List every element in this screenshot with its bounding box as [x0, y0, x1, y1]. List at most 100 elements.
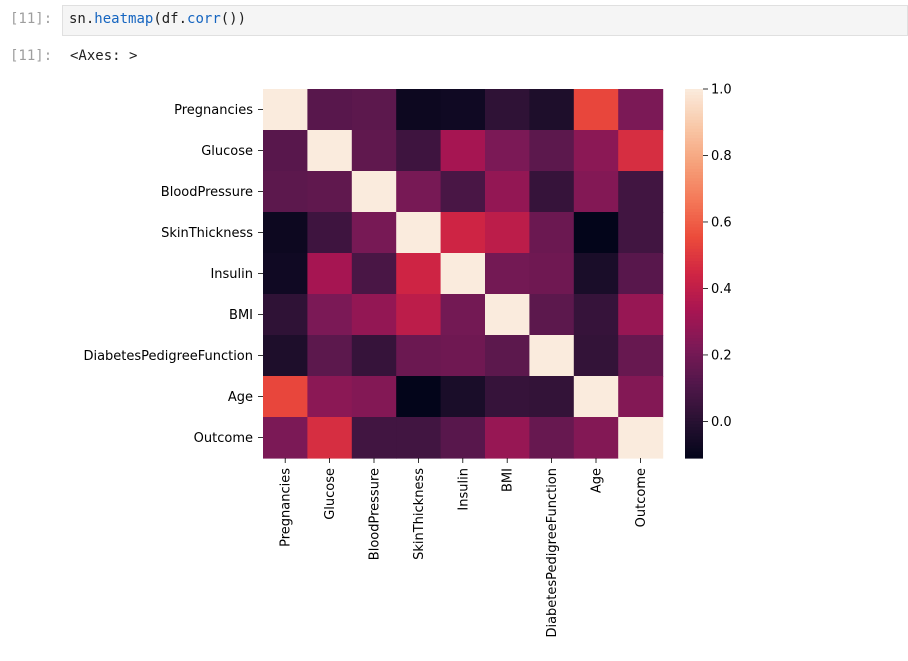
code-token: ()) [220, 11, 247, 27]
y-tick-label: DiabetesPedigreeFunction [83, 349, 253, 364]
x-tick-label: Insulin [456, 468, 471, 511]
colorbar-segment [685, 230, 703, 235]
colorbar-segment [685, 341, 703, 345]
colorbar-segment [685, 270, 703, 275]
heatmap-cell [485, 417, 530, 459]
colorbar-segment [685, 190, 703, 195]
x-tick-label: BMI [501, 468, 516, 492]
heatmap-cell [485, 212, 530, 254]
heatmap-cell [485, 335, 530, 377]
heatmap-cell [396, 335, 442, 377]
colorbar-segment [685, 328, 703, 333]
colorbar-segment [685, 338, 703, 342]
colorbar-segment [685, 224, 703, 228]
code-input-cell[interactable] [62, 5, 908, 36]
colorbar-segment [685, 239, 703, 244]
heatmap-cell [263, 212, 308, 254]
colorbar-segment [685, 208, 703, 213]
heatmap-cell [618, 130, 664, 172]
heatmap-cell [351, 253, 397, 295]
heatmap-cell [307, 89, 353, 131]
colorbar-segment [685, 153, 703, 158]
colorbar-segment [685, 279, 703, 284]
colorbar-segment [685, 319, 703, 324]
colorbar-segment [685, 381, 703, 385]
heatmap-cell [573, 294, 619, 336]
heatmap-cell [573, 89, 619, 131]
colorbar-segment [685, 125, 703, 130]
y-tick-label: BMI [229, 308, 253, 323]
heatmap-cell [440, 212, 486, 254]
colorbar-tick-label: 0.2 [711, 348, 732, 363]
y-tick-label: Glucose [201, 144, 253, 159]
x-tick-label: BloodPressure [368, 468, 383, 560]
heatmap-cell [440, 171, 486, 213]
colorbar-segment [685, 202, 703, 207]
colorbar-segment [685, 89, 703, 93]
heatmap-cell [307, 294, 353, 336]
heatmap-cell [351, 417, 397, 459]
colorbar-segment [685, 331, 703, 336]
colorbar-tick-label: 0.8 [711, 149, 732, 164]
colorbar-segment [685, 248, 703, 253]
heatmap-cell [263, 253, 308, 295]
colorbar-segment [685, 168, 703, 173]
heatmap-cell [396, 417, 442, 459]
heatmap-cell [573, 212, 619, 254]
colorbar-segment [685, 368, 703, 373]
heatmap-cell [618, 376, 664, 418]
code-function-corr: corr [187, 11, 221, 27]
colorbar-segment [685, 172, 703, 176]
heatmap-cell [351, 130, 397, 172]
colorbar-segment [685, 424, 703, 428]
colorbar-segment [685, 92, 703, 96]
heatmap-cell [351, 212, 397, 254]
heatmap-cell [573, 130, 619, 172]
colorbar-segment [685, 273, 703, 278]
colorbar-segment [685, 304, 703, 308]
colorbar-segment [685, 396, 703, 401]
heatmap-cell [529, 89, 575, 131]
y-tick-label: SkinThickness [161, 226, 253, 241]
colorbar-segment [685, 365, 703, 370]
heatmap-cell [573, 171, 619, 213]
heatmap-cell [440, 335, 486, 377]
colorbar-segment [685, 310, 703, 315]
colorbar-segment [685, 451, 703, 456]
colorbar-segment [685, 445, 703, 450]
colorbar-segment [685, 144, 703, 149]
colorbar-segment [685, 285, 703, 290]
heatmap-cell [263, 417, 308, 459]
heatmap-cell [396, 294, 442, 336]
x-tick-label: Outcome [634, 468, 649, 527]
heatmap-cell [529, 294, 575, 336]
code-token: sn. [69, 11, 95, 27]
colorbar-segment [685, 258, 703, 262]
heatmap-cell [351, 376, 397, 418]
y-tick-label: BloodPressure [161, 185, 253, 200]
colorbar-segment [685, 322, 703, 327]
colorbar-segment [685, 448, 703, 453]
colorbar-tick-label: 0.0 [711, 415, 732, 430]
heatmap-cell [396, 89, 442, 131]
heatmap-cell [573, 417, 619, 459]
colorbar-segment [685, 245, 703, 250]
colorbar-segment [685, 147, 703, 152]
heatmap-cell [440, 417, 486, 459]
colorbar-segment [685, 282, 703, 287]
colorbar-segment [685, 162, 703, 167]
heatmap-cell [485, 171, 530, 213]
code-line[interactable]: sn.heatmap(df.corr()) [69, 11, 246, 27]
heatmap-cell [351, 89, 397, 131]
colorbar-segment [685, 199, 703, 204]
colorbar-segment [685, 344, 703, 348]
y-tick-label: Pregnancies [174, 103, 253, 118]
colorbar-segment [685, 399, 703, 404]
heatmap-cell [263, 294, 308, 336]
colorbar-segment [685, 205, 703, 210]
colorbar-segment [685, 433, 703, 438]
heatmap-cell [618, 294, 664, 336]
colorbar-segment [685, 175, 703, 179]
heatmap-cell [307, 376, 353, 418]
